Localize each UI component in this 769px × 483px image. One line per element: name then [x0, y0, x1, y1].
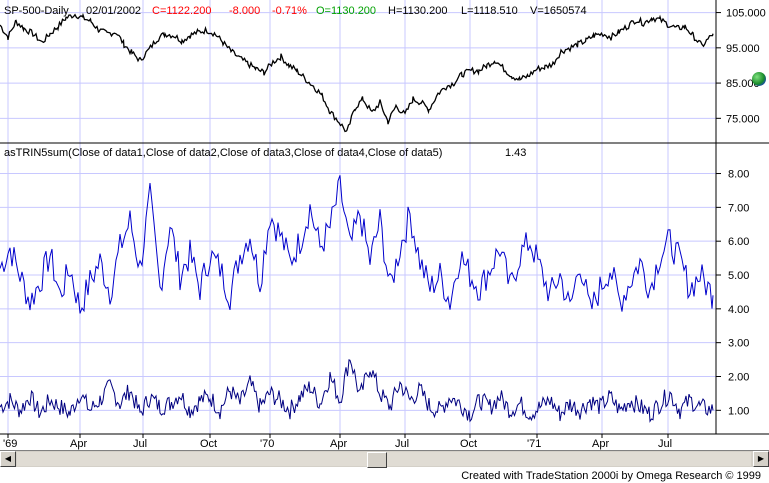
- y-tick-label: 3.00: [728, 338, 749, 350]
- scroll-left-arrow-icon[interactable]: ◀: [0, 451, 16, 467]
- price-series-line: [0, 12, 714, 133]
- y-tick-label: 85.000: [726, 78, 760, 90]
- y-tick-label: 4.00: [728, 304, 749, 316]
- x-axis-labels: '69 Apr Jul Oct '70 Apr Jul Oct '71 Apr Jul: [3, 434, 672, 450]
- y-tick-label: 75.000: [726, 113, 760, 125]
- x-tick-label: Oct: [460, 438, 477, 450]
- scrollbar-track[interactable]: [17, 452, 751, 468]
- scroll-right-arrow-icon[interactable]: ▶: [753, 451, 769, 467]
- header-pct: -0.71%: [272, 5, 307, 17]
- indicator-series-line-path: [0, 175, 714, 314]
- header-close: C=1122.200: [152, 5, 211, 17]
- lower-series-line-path: [0, 359, 714, 423]
- y-tick-label: 6.00: [728, 236, 749, 248]
- y-tick-label: 1.00: [728, 405, 749, 417]
- header-open: O=1130.200: [316, 5, 376, 17]
- chart-area: 105.000 95.000 85.000 75.000 8.00 7.00 6.00 5.0…: [0, 0, 769, 450]
- header-date: 02/01/2002: [86, 5, 141, 17]
- x-tick-label: '71: [527, 438, 541, 450]
- scrollbar-thumb[interactable]: [367, 452, 387, 468]
- header-change: -8.000: [229, 5, 260, 17]
- x-tick-label: Jul: [395, 438, 409, 450]
- horizontal-scrollbar[interactable]: ◀ ▶: [0, 450, 769, 468]
- indicator-series-line: [0, 175, 714, 314]
- footer-credit: Created with TradeStation 2000i by Omega…: [461, 470, 761, 482]
- header-symbol: SP-500-Daily: [4, 5, 69, 17]
- y-tick-label: 7.00: [728, 202, 749, 214]
- header-volume: V=1650574: [530, 5, 587, 17]
- y-tick-label: 105.000: [726, 8, 766, 20]
- x-tick-label: '69: [3, 438, 17, 450]
- header-low: L=1118.510: [461, 5, 518, 17]
- y-tick-label: 8.00: [728, 169, 749, 181]
- y-tick-label: 95.000: [726, 43, 760, 55]
- x-tick-label: '70: [260, 438, 274, 450]
- globe-icon[interactable]: [752, 72, 766, 86]
- y-axis-ticks: 105.000 95.000 85.000 75.000 8.00 7.00 6.00 5.0…: [716, 8, 766, 417]
- indicator-label: asTRIN5sum(Close of data1,Close of data2…: [4, 147, 442, 159]
- x-tick-label: Apr: [70, 438, 87, 450]
- lower-series-line: [0, 359, 714, 423]
- x-tick-label: Jul: [658, 438, 672, 450]
- indicator-value: 1.43: [505, 147, 526, 159]
- y-tick-label: 5.00: [728, 270, 749, 282]
- x-tick-label: Apr: [330, 438, 347, 450]
- header-high: H=1130.200: [388, 5, 447, 17]
- grid: [0, 0, 716, 434]
- y-tick-label: 2.00: [728, 371, 749, 383]
- x-tick-label: Jul: [133, 438, 147, 450]
- price-series-line-path: [0, 12, 714, 133]
- x-tick-label: Oct: [200, 438, 217, 450]
- x-tick-label: Apr: [592, 438, 609, 450]
